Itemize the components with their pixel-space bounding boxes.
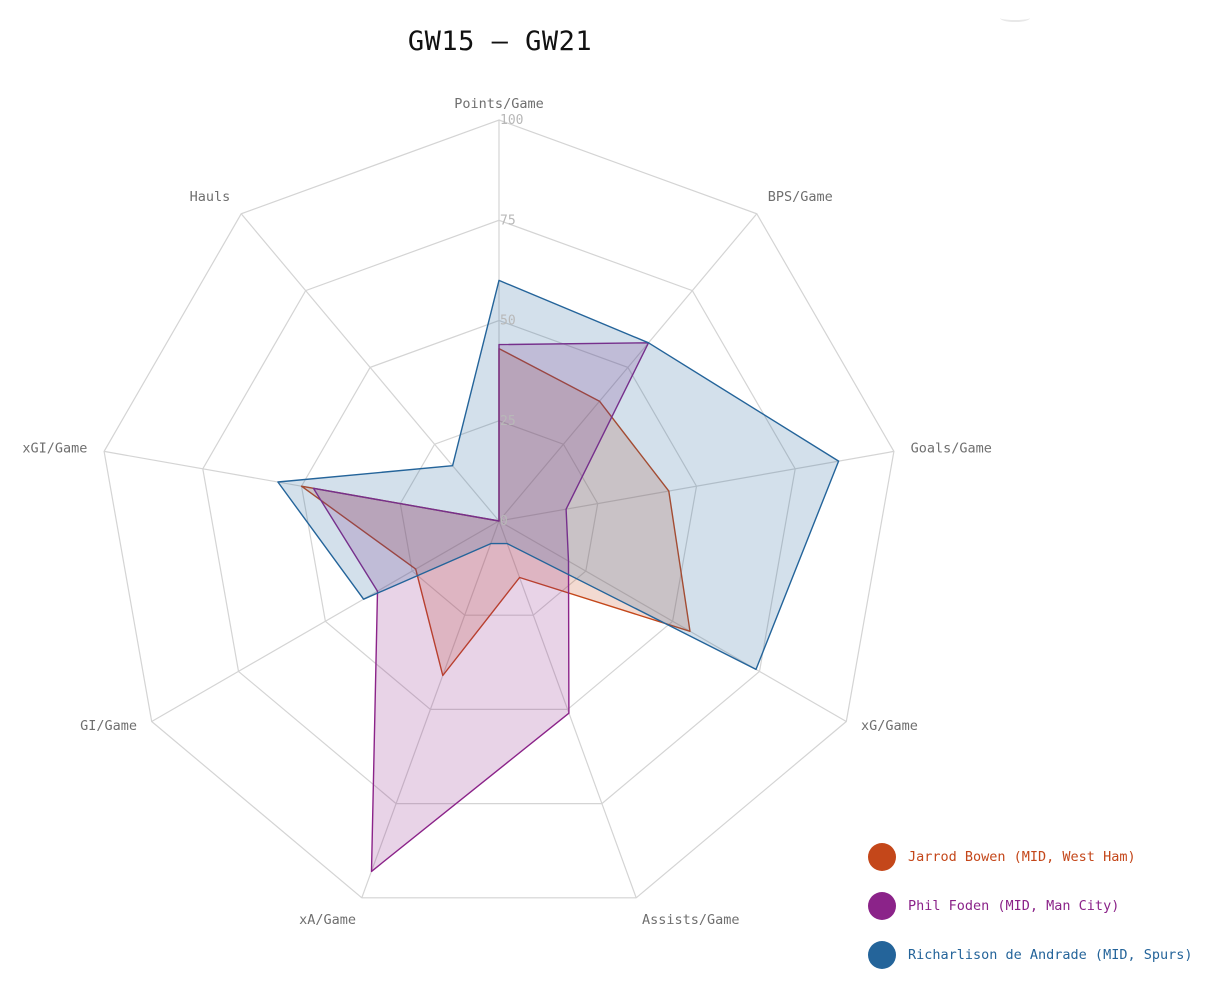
tick-label: 0 (500, 514, 508, 529)
grid-spoke (361, 520, 500, 899)
axis-label: GI/Game (80, 718, 137, 734)
grid-spoke (498, 450, 895, 522)
legend-label: Phil Foden (MID, Man City) (908, 898, 1120, 914)
series-area[interactable] (277, 279, 840, 671)
legend-swatch (868, 941, 896, 969)
legend-item-bowen[interactable]: Jarrod Bowen (MID, West Ham) (868, 842, 1192, 872)
legend-swatch (868, 843, 896, 871)
tick-label: 75 (500, 213, 516, 228)
radar-ticks: 0 25 50 75 100 (500, 113, 523, 529)
axis-label: BPS/Game (768, 189, 833, 205)
corner-decoration (1000, 14, 1030, 22)
axis-label: Hauls (190, 189, 231, 205)
grid-ring (399, 420, 599, 616)
radar-grid (103, 119, 895, 899)
radar-series (277, 279, 840, 873)
legend-label: Richarlison de Andrade (MID, Spurs) (908, 947, 1193, 963)
tick-label: 100 (500, 113, 523, 128)
legend-item-foden[interactable]: Phil Foden (MID, Man City) (868, 891, 1192, 921)
legend-swatch (868, 892, 896, 920)
axis-label: Points/Game (454, 96, 543, 112)
axis-label: xG/Game (861, 718, 918, 734)
series-area[interactable] (312, 342, 650, 873)
tick-label: 50 (500, 314, 516, 329)
grid-ring (103, 119, 895, 899)
grid-spoke (240, 213, 500, 522)
axis-label: Goals/Game (911, 440, 992, 456)
grid-spoke (498, 213, 758, 522)
grid-ring (300, 319, 698, 711)
radar-axis-labels: Points/Game BPS/Game Goals/Game xG/Game Assi… (22, 96, 992, 928)
legend-label: Jarrod Bowen (MID, West Ham) (908, 849, 1136, 865)
grid-spoke (498, 520, 847, 723)
axis-label: Assists/Game (642, 912, 740, 928)
grid-spoke (151, 520, 500, 723)
legend: Jarrod Bowen (MID, West Ham) Phil Foden … (868, 842, 1192, 989)
grid-spoke (498, 520, 637, 899)
chart-title: GW15 – GW21 (407, 26, 593, 57)
grid-ring (202, 219, 796, 805)
axis-label: xA/Game (299, 912, 356, 928)
tick-label: 25 (500, 414, 516, 429)
legend-item-richarlison[interactable]: Richarlison de Andrade (MID, Spurs) (868, 940, 1192, 970)
axis-label: xGI/Game (22, 440, 87, 456)
